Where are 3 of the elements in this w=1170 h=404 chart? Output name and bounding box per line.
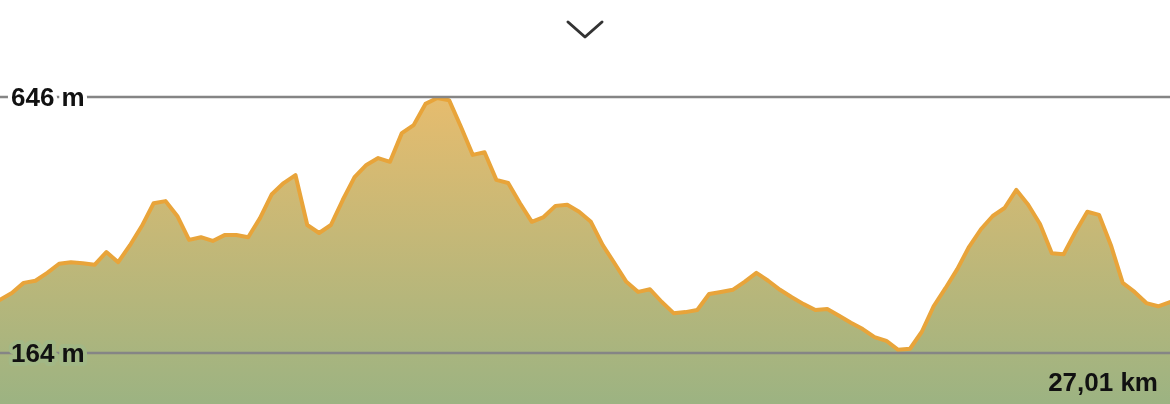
y-tick-label: 164 m — [11, 338, 85, 368]
text: 27,01 km — [1048, 367, 1158, 397]
y-tick-label: 646 m — [11, 82, 85, 112]
